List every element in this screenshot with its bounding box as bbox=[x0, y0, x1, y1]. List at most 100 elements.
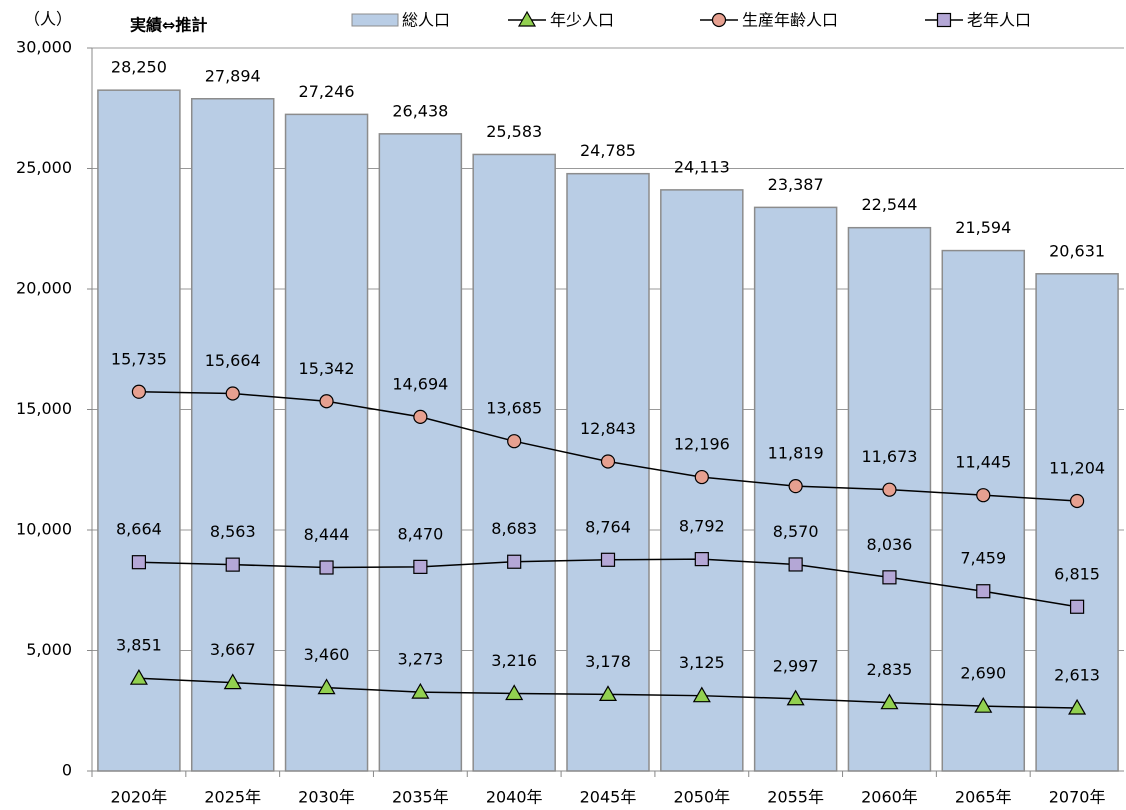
y-tick-label: 25,000 bbox=[16, 158, 72, 177]
line-marker bbox=[882, 570, 897, 585]
data-label: 28,250 bbox=[111, 58, 167, 77]
data-label: 11,673 bbox=[861, 447, 917, 466]
y-tick-label: 10,000 bbox=[16, 520, 72, 539]
x-tick-label: 2050年 bbox=[673, 788, 730, 807]
line-marker bbox=[880, 693, 899, 710]
line-marker bbox=[131, 555, 147, 570]
data-label: 8,470 bbox=[397, 524, 443, 543]
data-label: 25,583 bbox=[486, 122, 542, 141]
line-marker bbox=[974, 696, 993, 713]
bar bbox=[847, 226, 932, 772]
x-tick-label: 2055年 bbox=[767, 788, 824, 807]
line-marker bbox=[694, 469, 709, 485]
line-marker bbox=[786, 689, 805, 706]
data-label: 8,683 bbox=[491, 519, 537, 538]
data-label: 2,690 bbox=[960, 664, 1006, 683]
bar bbox=[566, 172, 650, 772]
x-tick-label: 2070年 bbox=[1049, 788, 1106, 807]
line-marker bbox=[882, 482, 897, 497]
data-label: 22,544 bbox=[861, 195, 917, 214]
data-label: 15,664 bbox=[205, 351, 261, 370]
bar bbox=[941, 249, 1026, 772]
line-marker bbox=[600, 454, 616, 469]
legend-marker bbox=[936, 12, 952, 28]
bar bbox=[97, 89, 181, 772]
data-label: 8,036 bbox=[867, 535, 913, 554]
y-tick-label: 30,000 bbox=[16, 38, 72, 57]
data-label: 26,438 bbox=[392, 101, 448, 120]
line-marker bbox=[788, 479, 803, 494]
data-label: 12,196 bbox=[674, 435, 730, 454]
data-label: 15,342 bbox=[299, 359, 355, 378]
y-tick-label: 5,000 bbox=[26, 640, 72, 659]
data-label: 6,815 bbox=[1054, 564, 1100, 583]
data-label: 24,113 bbox=[674, 157, 730, 176]
data-label: 8,570 bbox=[773, 522, 819, 541]
line-marker bbox=[976, 584, 991, 599]
y-tick-label: 15,000 bbox=[16, 399, 72, 418]
data-label: 11,819 bbox=[768, 444, 824, 463]
line-marker bbox=[131, 384, 147, 399]
data-label: 2,997 bbox=[773, 656, 819, 675]
data-label: 3,216 bbox=[491, 651, 537, 670]
x-tick-label: 2045年 bbox=[580, 788, 637, 807]
legend-swatch bbox=[351, 13, 399, 27]
data-label: 3,667 bbox=[210, 640, 256, 659]
line-marker bbox=[225, 386, 240, 401]
data-label: 3,178 bbox=[585, 652, 631, 671]
data-label: 8,444 bbox=[304, 525, 350, 544]
x-tick-label: 2035年 bbox=[392, 788, 449, 807]
data-label: 12,843 bbox=[580, 419, 636, 438]
line-marker bbox=[598, 685, 618, 702]
data-label: 21,594 bbox=[955, 218, 1011, 237]
line-marker bbox=[507, 434, 522, 449]
line-marker bbox=[319, 560, 334, 575]
bar bbox=[472, 153, 556, 772]
data-label: 13,685 bbox=[486, 399, 542, 418]
line-marker bbox=[1069, 599, 1085, 614]
data-label: 14,694 bbox=[392, 374, 448, 393]
data-label: 3,125 bbox=[679, 653, 725, 672]
legend-label: 総人口 bbox=[402, 11, 450, 30]
line-marker bbox=[692, 686, 711, 703]
line-marker bbox=[223, 673, 242, 690]
x-tick-label: 2065年 bbox=[955, 788, 1012, 807]
data-label: 3,460 bbox=[304, 645, 350, 664]
x-tick-label: 2025年 bbox=[204, 788, 261, 807]
line-marker bbox=[694, 552, 709, 567]
data-label: 27,894 bbox=[205, 66, 261, 85]
data-label: 7,459 bbox=[960, 549, 1006, 568]
data-label: 8,563 bbox=[210, 522, 256, 541]
bar bbox=[1035, 273, 1119, 772]
line-marker bbox=[1069, 493, 1085, 509]
bar bbox=[378, 133, 463, 772]
data-label: 23,387 bbox=[768, 175, 824, 194]
legend-marker bbox=[517, 10, 537, 27]
data-label: 20,631 bbox=[1049, 241, 1105, 260]
data-label: 11,204 bbox=[1049, 458, 1105, 477]
data-label: 3,851 bbox=[116, 636, 162, 655]
legend-label: 生産年齢人口 bbox=[742, 11, 838, 30]
line-marker bbox=[413, 559, 428, 574]
line-marker bbox=[413, 409, 428, 424]
line-marker bbox=[317, 678, 336, 695]
data-label: 27,246 bbox=[299, 82, 355, 101]
line-marker bbox=[319, 394, 334, 409]
data-label: 11,445 bbox=[955, 453, 1011, 472]
data-label: 24,785 bbox=[580, 141, 636, 160]
line-marker bbox=[411, 682, 430, 699]
data-label: 3,273 bbox=[397, 650, 443, 669]
legend-marker bbox=[711, 12, 727, 28]
x-tick-label: 2030年 bbox=[298, 788, 355, 807]
data-label: 8,792 bbox=[679, 517, 725, 536]
x-tick-label: 2040年 bbox=[486, 788, 543, 807]
data-label: 2,613 bbox=[1054, 666, 1100, 685]
data-label: 8,764 bbox=[585, 517, 631, 536]
line-marker bbox=[505, 684, 524, 701]
line-marker bbox=[600, 552, 616, 567]
unit-label: （人） bbox=[24, 10, 72, 29]
legend-label: 年少人口 bbox=[550, 11, 614, 30]
line-marker bbox=[1068, 698, 1087, 715]
